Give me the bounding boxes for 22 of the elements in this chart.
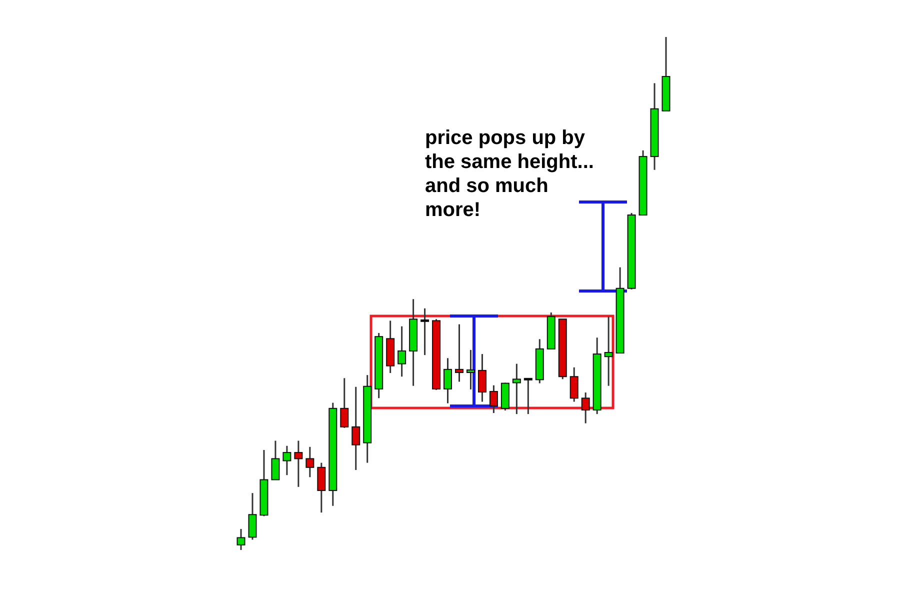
candlestick xyxy=(352,386,360,471)
candlestick xyxy=(524,378,532,415)
candlestick xyxy=(317,462,326,514)
candlestick xyxy=(478,353,486,402)
candlestick xyxy=(306,446,314,478)
candlestick xyxy=(398,326,406,378)
candlestick xyxy=(466,349,475,390)
candlestick xyxy=(271,440,280,480)
annotation: price pops up by the same height... and so much more! xyxy=(425,127,594,221)
candlestick xyxy=(489,384,498,414)
candlestick xyxy=(248,492,257,540)
candlestick xyxy=(512,363,521,415)
candlestick xyxy=(444,357,452,404)
candlestick xyxy=(604,316,613,387)
candlestick xyxy=(570,366,578,402)
candlestick xyxy=(282,445,292,476)
candlestick xyxy=(236,528,246,551)
candlestick xyxy=(294,440,303,488)
candlestick xyxy=(420,308,430,356)
candlestick xyxy=(454,324,464,382)
candlestick xyxy=(581,392,590,424)
candlestick xyxy=(340,377,349,429)
